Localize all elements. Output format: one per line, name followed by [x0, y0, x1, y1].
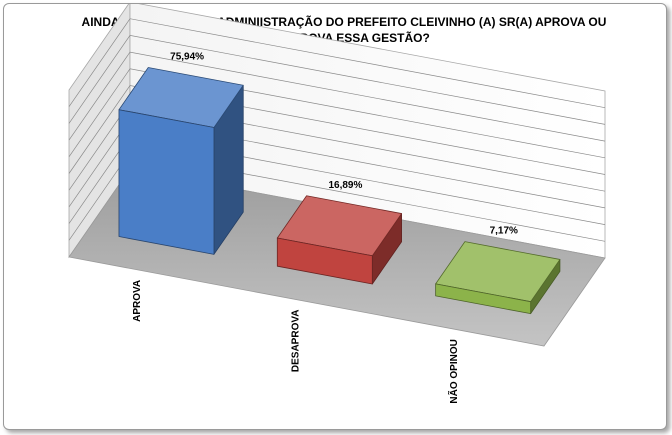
bar-front — [276, 237, 373, 285]
bar-front — [435, 283, 532, 315]
data-label: 7,17% — [490, 226, 518, 237]
bar-front — [118, 109, 215, 255]
category-label: APROVA — [132, 280, 143, 322]
gridline — [68, 85, 606, 175]
gridline — [68, 18, 606, 109]
category-label: DESAPROVA — [291, 310, 302, 373]
bar-chart-3d: 75,94% APROVA 16,89% DESAPROVA 7,17% NÃO OPIN… — [68, 4, 606, 404]
bar-desaprova — [276, 195, 402, 285]
bars-group — [118, 67, 561, 315]
data-label: 75,94% — [170, 51, 204, 62]
data-label: 16,89% — [328, 180, 362, 191]
category-label: NÃO OPINOU — [447, 339, 460, 403]
gridline — [68, 51, 606, 142]
chart-frame: AINDA EM RELAÇÃO A ADMINIISTRAÇÃO DO PRE… — [3, 3, 667, 430]
gridline — [68, 35, 606, 125]
labels-group: 75,94% APROVA 16,89% DESAPROVA 7,17% NÃO OPIN… — [132, 51, 518, 403]
bar-aprova — [118, 67, 244, 255]
gridline — [68, 68, 606, 159]
bar-n-o-opinou — [435, 241, 561, 315]
